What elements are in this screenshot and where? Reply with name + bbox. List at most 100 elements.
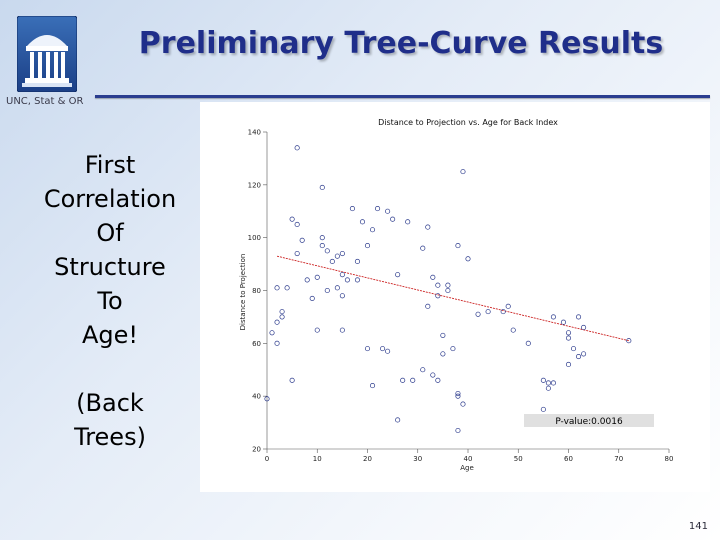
y-tick-label: 60 <box>252 340 261 348</box>
data-point <box>475 311 481 317</box>
y-axis: 20 40 60 80 100 120 140 <box>248 129 268 454</box>
data-point <box>581 324 587 331</box>
data-point <box>289 377 295 383</box>
data-point <box>385 208 391 214</box>
data-point <box>314 274 320 280</box>
data-point <box>565 330 572 336</box>
data-point <box>319 235 325 241</box>
sidebar-text: First Correlation Of Structure To Age! <box>20 148 200 352</box>
sidebar-line: To <box>97 287 123 315</box>
data-point <box>334 285 340 291</box>
data-point <box>339 293 345 299</box>
data-point <box>294 145 300 151</box>
data-point <box>400 377 406 383</box>
slide-title: Preliminary Tree-Curve Results <box>138 26 664 61</box>
data-point <box>550 314 556 320</box>
x-tick-label: 10 <box>313 455 322 463</box>
data-point <box>455 390 461 397</box>
data-point <box>540 377 546 383</box>
data-point <box>339 250 345 257</box>
fit-line-group <box>276 255 629 342</box>
data-point <box>339 327 345 333</box>
data-point <box>420 367 426 373</box>
data-point <box>319 243 325 249</box>
data-point <box>425 303 431 309</box>
p-value-label: P-value:0.0016 <box>555 417 623 427</box>
data-point <box>510 327 516 333</box>
data-point <box>565 361 572 368</box>
data-point <box>294 250 300 257</box>
data-point <box>430 274 436 280</box>
data-point <box>314 327 320 333</box>
data-point <box>455 427 461 434</box>
chart-title: Distance to Projection vs. Age for Back … <box>378 118 558 127</box>
data-point <box>450 346 456 352</box>
data-point <box>264 396 270 402</box>
data-point <box>460 401 466 407</box>
y-axis-label: Distance to Projection <box>239 254 247 331</box>
y-tick-label: 140 <box>248 129 261 137</box>
x-tick-label: 30 <box>413 455 422 463</box>
data-point <box>274 319 280 325</box>
data-point <box>309 295 315 301</box>
data-point <box>405 219 411 225</box>
fit-line <box>276 255 629 342</box>
x-tick-label: 70 <box>614 455 623 463</box>
x-tick-label: 0 <box>265 455 269 463</box>
data-point <box>390 216 396 222</box>
data-point <box>455 393 461 399</box>
data-point <box>410 377 416 383</box>
data-point <box>380 346 386 352</box>
data-point <box>435 282 441 288</box>
data-point <box>385 348 391 354</box>
data-point <box>299 237 305 243</box>
sidebar-line: Correlation <box>43 185 177 213</box>
data-point <box>455 243 461 249</box>
data-point <box>440 332 446 338</box>
points-group <box>264 145 632 434</box>
data-point <box>430 372 436 378</box>
data-point <box>395 272 401 278</box>
data-point <box>274 340 280 346</box>
data-point <box>545 380 551 386</box>
y-tick-label: 80 <box>252 287 261 295</box>
data-point <box>369 383 376 389</box>
data-point <box>375 206 381 212</box>
data-point <box>304 277 310 283</box>
sidebar-note: (Back Trees) <box>20 386 200 454</box>
data-point <box>284 285 290 291</box>
data-point <box>359 219 366 225</box>
data-point <box>445 287 451 294</box>
data-point <box>425 224 431 230</box>
data-point <box>324 248 330 254</box>
org-label: UNC, Stat & OR <box>6 96 84 107</box>
x-tick-label: 20 <box>363 455 372 463</box>
data-point <box>575 314 582 320</box>
x-axis: 0 10 20 30 40 50 60 70 80 <box>265 448 674 463</box>
data-point <box>420 245 426 251</box>
data-point <box>570 346 577 352</box>
sidebar-note-line: Trees) <box>74 423 146 451</box>
sidebar-line: Age! <box>81 321 139 349</box>
data-point <box>460 169 466 175</box>
data-point <box>349 206 355 212</box>
chart-panel: Distance to Projection vs. Age for Back … <box>200 102 710 492</box>
old-well-icon <box>17 16 77 92</box>
data-point <box>500 309 506 315</box>
data-point <box>565 335 572 341</box>
data-point <box>445 282 451 288</box>
sidebar-line: Structure <box>54 253 166 281</box>
data-point <box>274 285 280 291</box>
sidebar-line: First <box>84 151 136 179</box>
title-divider <box>95 95 710 98</box>
data-point <box>626 338 632 344</box>
data-point <box>485 309 491 315</box>
data-point <box>435 377 441 383</box>
data-point <box>279 309 285 315</box>
data-point <box>545 385 551 391</box>
x-tick-label: 80 <box>665 455 674 463</box>
data-point <box>354 277 361 283</box>
data-point <box>334 253 340 259</box>
scatter-chart: Distance to Projection vs. Age for Back … <box>239 118 674 472</box>
